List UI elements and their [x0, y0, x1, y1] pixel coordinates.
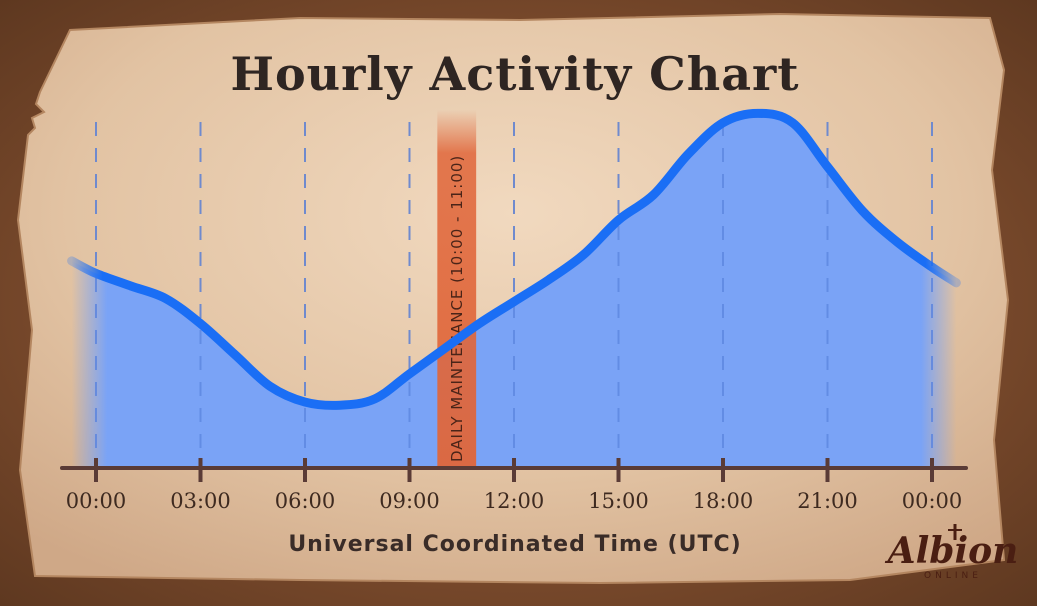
x-axis-ticks: 00:00 03:00 06:00 09:00 12:00 15:00 18:00 21:00… — [66, 458, 963, 513]
x-tick-label: 09:00 — [379, 489, 440, 513]
daily-maintenance-band — [437, 110, 477, 468]
logo-sub-text: ONLINE — [924, 571, 982, 581]
albion-online-logo: Albion ONLINE — [885, 524, 1019, 581]
x-tick-label: 15:00 — [588, 489, 649, 513]
logo-main-text: Albion — [885, 530, 1019, 572]
x-axis-title: Universal Coordinated Time (UTC) — [288, 532, 741, 557]
x-tick-label: 18:00 — [693, 489, 754, 513]
daily-maintenance-label: DAILY MAINTENANCE (10:00 - 11:00) — [448, 155, 466, 462]
chart-title: Hourly Activity Chart — [230, 47, 799, 101]
x-tick-label: 21:00 — [797, 489, 858, 513]
x-tick-label: 06:00 — [275, 489, 336, 513]
activity-area-fill — [71, 113, 957, 468]
x-tick-label: 12:00 — [484, 489, 545, 513]
vertical-gridlines-over-area — [95, 122, 933, 468]
x-tick-label: 03:00 — [170, 489, 231, 513]
x-tick-label: 00:00 — [66, 489, 127, 513]
activity-line — [67, 108, 961, 410]
x-tick-label: 00:00 — [902, 489, 963, 513]
